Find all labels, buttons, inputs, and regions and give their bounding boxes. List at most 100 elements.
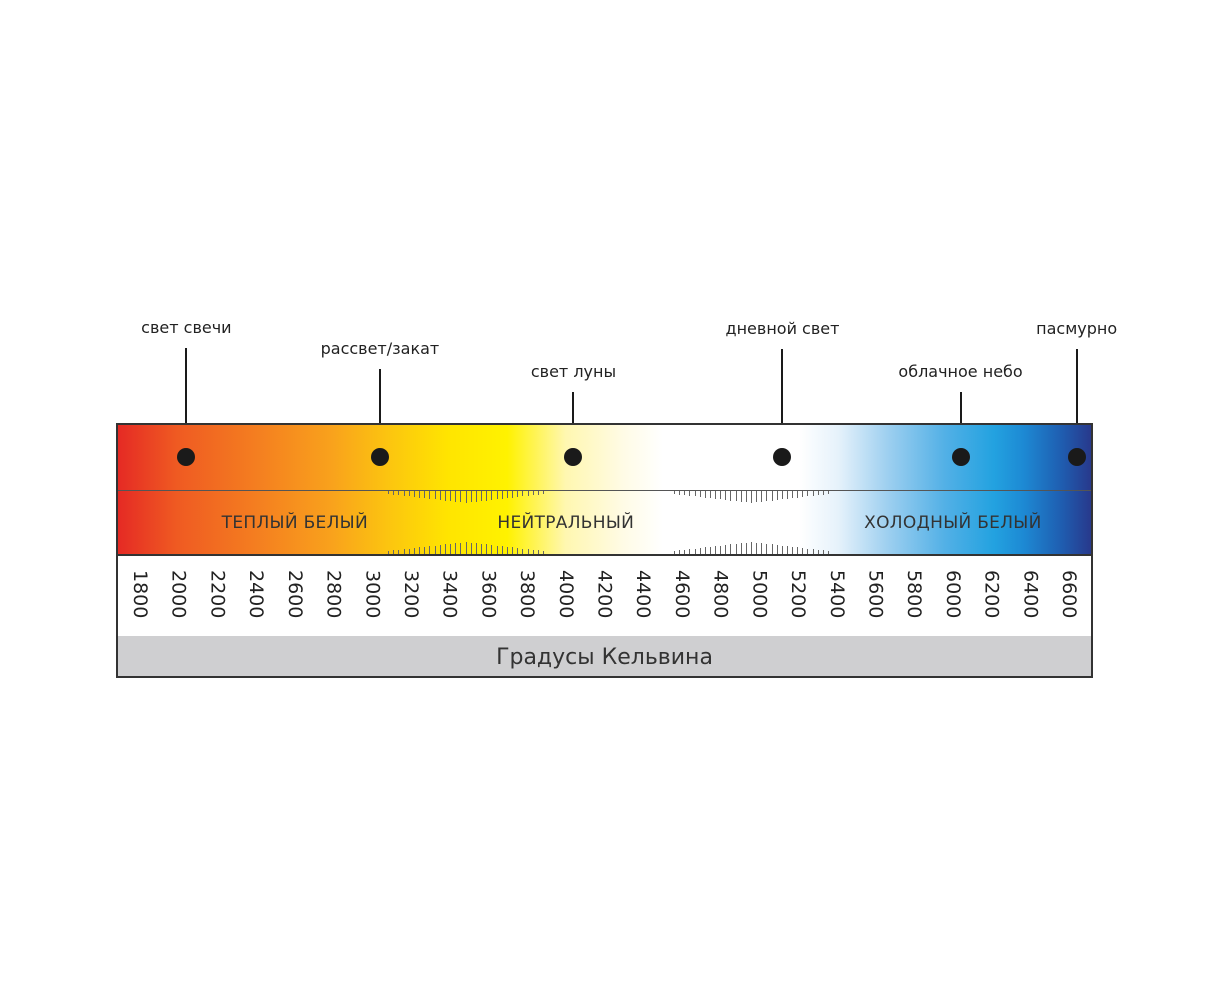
marker-dot (951, 448, 970, 466)
hatch-mark (674, 551, 675, 554)
zone-label: НЕЙТРАЛЬНЫЙ (497, 513, 635, 533)
hatch-mark (694, 548, 696, 554)
tick-label: 2400 (245, 570, 268, 619)
hatch-mark (674, 491, 675, 494)
tick-label: 5800 (903, 570, 926, 619)
hatch-mark (725, 545, 727, 554)
hatch-mark (679, 491, 681, 495)
hatch-mark (756, 542, 758, 554)
hatch-mark (822, 491, 824, 495)
hatch-mark (501, 491, 503, 499)
hatch-mark (802, 548, 804, 554)
hatch-mark (537, 550, 539, 554)
hatch-mark (766, 491, 768, 502)
hatch-mark (709, 491, 711, 499)
hatch-mark (792, 546, 794, 554)
hatch-mark (439, 545, 441, 554)
hatch-mark (684, 491, 686, 496)
hatch-mark (460, 491, 462, 503)
hatch-mark (393, 491, 395, 495)
tick-label: 3200 (399, 570, 422, 619)
hatch-mark (481, 543, 482, 554)
tick-label: 6200 (980, 570, 1003, 619)
hatch-mark (388, 551, 389, 554)
hatch-mark (398, 549, 400, 554)
hatch-mark (527, 491, 529, 496)
hatch-mark (761, 543, 763, 554)
hatch-mark (735, 491, 737, 502)
tick-label: 3000 (361, 570, 384, 619)
axis-title: Градусы Кельвина (118, 636, 1091, 676)
hatch-mark (781, 545, 783, 554)
tick-label: 5200 (787, 570, 810, 619)
hatch-mark (532, 549, 534, 554)
hatch-mark (486, 544, 488, 554)
hatch-mark (740, 543, 742, 554)
hatch-mark (522, 491, 524, 497)
hatch-mark (776, 545, 778, 554)
hatch-mark (797, 491, 799, 498)
tick-label: 4400 (632, 570, 655, 619)
hatch-mark (481, 491, 482, 502)
hatch-mark (522, 548, 524, 554)
tick-label: 4600 (670, 570, 693, 619)
hatch-mark (709, 546, 711, 554)
hatch-mark (403, 491, 405, 496)
tick-label: 4800 (709, 570, 732, 619)
color-temperature-gradient (118, 425, 1091, 554)
hatch-mark (444, 544, 446, 554)
hatch-mark (512, 491, 513, 498)
hatch-mark (720, 491, 722, 500)
hatch-mark (822, 550, 824, 554)
hatch-mark (817, 491, 819, 496)
hatch-mark (408, 491, 410, 497)
hatch-mark (434, 491, 436, 500)
hatch-mark (450, 543, 451, 554)
tick-label: 2200 (206, 570, 229, 619)
hatch-mark (517, 491, 519, 497)
hatch-mark (470, 542, 472, 554)
hatch-mark (439, 491, 441, 500)
marker-dot (370, 448, 389, 466)
hatch-mark (543, 551, 544, 554)
hatch-mark (812, 491, 814, 496)
hatch-mark (491, 545, 493, 554)
hatch-mark (689, 491, 691, 496)
hatch-mark (807, 548, 809, 554)
hatch-mark (740, 491, 742, 502)
marker-dot (773, 448, 792, 466)
hatch-mark (475, 491, 477, 502)
hatch-mark (460, 542, 462, 554)
hatch-mark (781, 491, 783, 500)
hatch-mark (393, 550, 395, 554)
hatch-mark (735, 543, 737, 554)
callout-label: облачное небо (898, 362, 1023, 381)
hatch-mark (517, 548, 519, 554)
hatch-mark (413, 548, 415, 554)
hatch-mark (689, 549, 691, 554)
leader-line (185, 348, 188, 457)
tick-label: 2600 (283, 570, 306, 619)
zone-label: ТЕПЛЫЙ БЕЛЫЙ (221, 513, 368, 533)
hatch-mark (419, 491, 420, 498)
tick-label: 6000 (941, 570, 964, 619)
callout-label: свет свечи (141, 318, 232, 337)
hatch-mark (444, 491, 446, 501)
hatch-mark (756, 491, 758, 503)
tick-label: 6400 (1019, 570, 1042, 619)
hatch-mark (745, 491, 747, 503)
hatch-mark (543, 491, 544, 494)
hatch-mark (424, 491, 426, 499)
hatch-mark (766, 543, 768, 554)
hatch-mark (537, 491, 539, 495)
tick-labels: 1800 2000 2200 2400 2600 2800 3000 3200 3400 3600… (118, 556, 1091, 636)
hatch-mark (512, 547, 513, 554)
hatch-mark (771, 491, 773, 501)
marker-dot (1067, 448, 1086, 466)
tick-label: 2000 (167, 570, 190, 619)
hatch-mark (771, 544, 773, 554)
hatch-mark (475, 543, 477, 554)
tick-label: 1800 (129, 570, 151, 619)
hatch-mark (434, 545, 436, 554)
hatch-mark (715, 546, 717, 554)
